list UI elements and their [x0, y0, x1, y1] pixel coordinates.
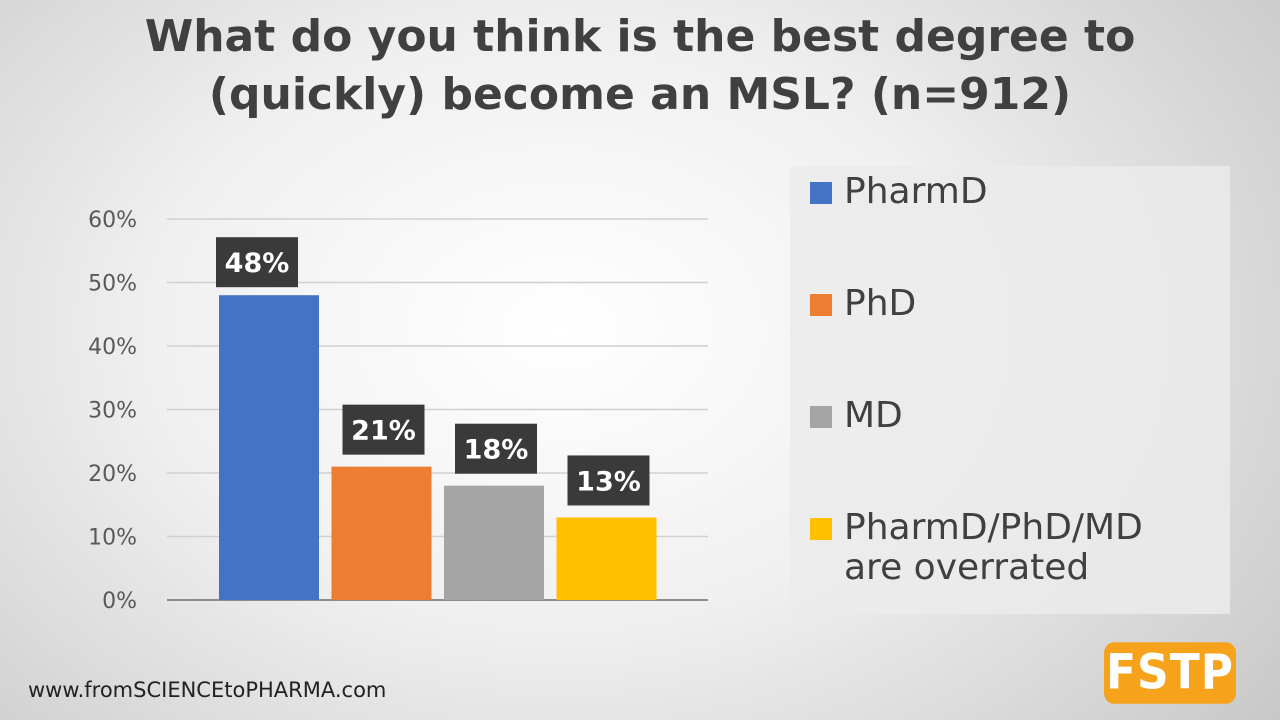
legend-label-line: PharmD/PhD/MD [844, 507, 1143, 548]
chart-title: What do you think is the best degree to … [0, 8, 1280, 124]
legend-swatch [810, 406, 832, 428]
legend-item-overrated: PharmD/PhD/MD are overrated [810, 508, 1143, 588]
legend-swatch [810, 518, 832, 540]
legend-item-phd: PhD [810, 284, 916, 324]
data-label-box [455, 423, 537, 474]
y-tick-label: 30% [88, 399, 137, 424]
website-url: www.fromSCIENCEtoPHARMA.com [28, 678, 387, 702]
title-line-2: (quickly) become an MSL? (n=912) [208, 69, 1072, 120]
data-label: 18% [464, 435, 529, 466]
data-label: 48% [225, 248, 290, 279]
bar-1 [331, 466, 432, 600]
title-line-1: What do you think is the best degree to [144, 11, 1136, 62]
legend-swatch [810, 182, 832, 204]
y-tick-label: 20% [88, 462, 137, 487]
fstp-logo: FSTP [1104, 642, 1236, 704]
data-label: 13% [576, 466, 641, 497]
legend-label: MD [844, 395, 903, 436]
bar-0 [219, 295, 319, 600]
y-tick-label: 60% [88, 208, 137, 233]
y-tick-label: 50% [88, 272, 137, 297]
bar-3 [556, 517, 657, 600]
legend-label-line: are overrated [844, 547, 1090, 588]
legend-item-pharmd: PharmD [810, 172, 988, 212]
data-label: 21% [351, 416, 416, 447]
legend-label: PharmD/PhD/MD are overrated [844, 508, 1143, 588]
bar-2 [444, 485, 544, 600]
y-tick-label: 40% [88, 335, 137, 360]
legend-label: PharmD [844, 171, 988, 212]
data-label-box [342, 404, 425, 455]
legend: PharmD PhD MD PharmD/PhD/MD are overrate… [790, 166, 1230, 614]
legend-swatch [810, 294, 832, 316]
data-label-box [216, 237, 298, 288]
legend-label: PhD [844, 283, 917, 324]
legend-item-md: MD [810, 396, 903, 436]
y-tick-label: 0% [102, 589, 137, 614]
data-label-box [567, 455, 650, 506]
y-tick-label: 10% [88, 526, 137, 551]
